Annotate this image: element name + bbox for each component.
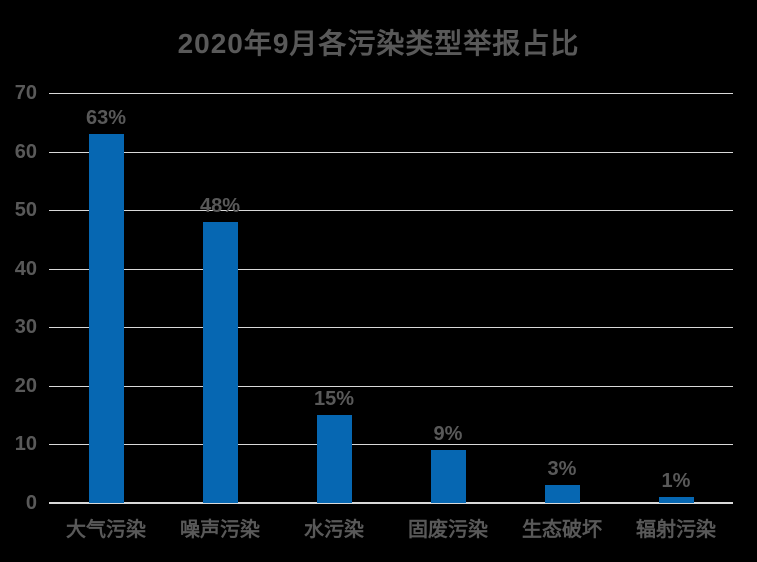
- y-tick-label: 50: [14, 199, 37, 221]
- bar-value-label: 15%: [313, 388, 355, 410]
- x-axis: 大气污染 噪声污染 水污染 固废污染 生态破坏 辐射污染: [49, 517, 733, 547]
- x-category-label: 大气污染: [66, 519, 146, 541]
- x-category-label: 噪声污染: [180, 519, 260, 541]
- gridline: [49, 152, 733, 153]
- bar: [659, 497, 694, 503]
- gridline: [49, 327, 733, 328]
- x-category-label: 固废污染: [408, 519, 488, 541]
- x-category-label: 生态破坏: [522, 519, 602, 541]
- bar: [431, 450, 466, 503]
- bar-value-label: 63%: [85, 107, 127, 129]
- bar: [545, 485, 580, 503]
- x-axis-line: [49, 502, 733, 504]
- gridline: [49, 269, 733, 270]
- gridline: [49, 93, 733, 94]
- bar: [317, 415, 352, 503]
- y-tick-label: 30: [14, 316, 37, 338]
- y-tick-label: 20: [14, 375, 37, 397]
- bar: [203, 222, 238, 503]
- x-category-label: 辐射污染: [636, 519, 716, 541]
- gridline: [49, 386, 733, 387]
- gridline: [49, 210, 733, 211]
- bar: [89, 134, 124, 503]
- y-axis: 0 10 20 30 40 50 60 70: [0, 0, 37, 562]
- bar-value-label: 1%: [661, 470, 691, 492]
- x-category-label: 水污染: [304, 519, 364, 541]
- gridline: [49, 444, 733, 445]
- y-tick-label: 40: [14, 258, 37, 280]
- y-tick-label: 0: [25, 492, 37, 514]
- bar-value-label: 48%: [199, 195, 241, 217]
- chart-title: 2020年9月各污染类型举报占比: [177, 28, 580, 59]
- plot-area: 63% 48% 15% 9% 3% 1%: [49, 93, 733, 504]
- bar-value-label: 3%: [547, 458, 577, 480]
- bar-value-label: 9%: [433, 423, 463, 445]
- y-tick-label: 10: [14, 433, 37, 455]
- y-tick-label: 70: [14, 82, 37, 104]
- y-tick-label: 60: [14, 141, 37, 163]
